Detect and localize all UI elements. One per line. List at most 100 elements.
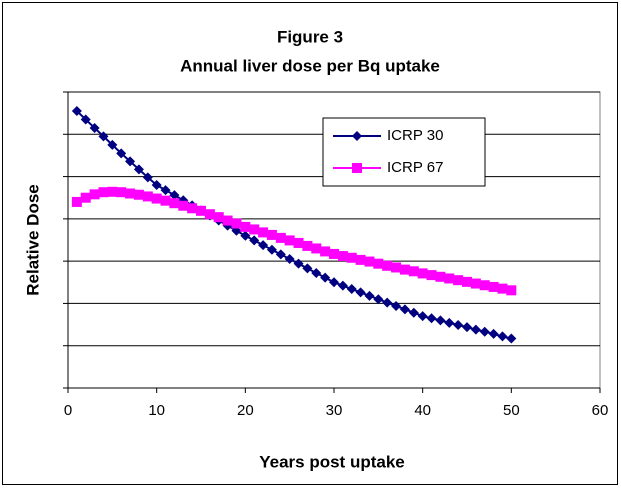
marker: [399, 264, 410, 275]
marker: [71, 106, 82, 117]
chart-subtitle: Annual liver dose per Bq uptake: [180, 56, 440, 75]
marker: [462, 276, 472, 287]
marker: [337, 251, 348, 262]
marker: [453, 275, 464, 286]
marker: [435, 271, 446, 282]
marker: [506, 333, 517, 344]
marker: [355, 254, 366, 265]
marker: [408, 266, 419, 277]
marker: [80, 192, 91, 203]
marker: [444, 273, 455, 284]
marker: [258, 240, 269, 251]
legend-label: ICRP 67: [387, 159, 443, 176]
marker: [125, 156, 136, 167]
marker: [470, 324, 481, 335]
marker: [275, 249, 286, 260]
marker: [488, 281, 499, 292]
marker: [320, 246, 331, 257]
legend-box: [322, 117, 486, 187]
marker: [169, 190, 180, 201]
marker: [231, 218, 242, 229]
marker: [213, 212, 224, 223]
marker: [125, 188, 136, 199]
marker: [329, 248, 339, 259]
x-tick-label: 0: [64, 402, 72, 419]
marker: [293, 237, 304, 248]
marker: [107, 139, 118, 150]
x-tick-label: 30: [326, 402, 343, 419]
marker: [151, 180, 162, 191]
y-axis-label: Relative Dose: [23, 184, 42, 296]
marker: [169, 198, 180, 209]
marker: [240, 230, 251, 241]
marker: [355, 287, 366, 298]
x-tick-label: 60: [592, 402, 609, 419]
marker: [453, 319, 464, 330]
marker: [506, 285, 517, 296]
legend-marker: [352, 163, 362, 173]
marker: [408, 307, 419, 318]
marker: [346, 252, 357, 263]
marker: [479, 280, 490, 291]
marker: [444, 317, 455, 328]
marker: [417, 268, 428, 279]
marker: [435, 315, 446, 326]
marker: [160, 185, 171, 196]
legend-marker: [352, 131, 362, 141]
marker: [488, 328, 499, 339]
marker: [320, 272, 331, 283]
marker: [71, 196, 82, 207]
marker: [329, 277, 339, 288]
marker: [196, 205, 206, 216]
marker: [337, 280, 348, 291]
marker: [399, 304, 410, 315]
marker: [187, 203, 198, 214]
marker: [346, 284, 357, 295]
marker: [142, 172, 153, 183]
marker: [302, 263, 313, 274]
x-tick-label: 20: [237, 402, 254, 419]
marker: [249, 235, 260, 246]
marker: [160, 195, 171, 206]
marker: [266, 244, 277, 255]
chart-title: Figure 3: [277, 27, 343, 46]
marker: [382, 260, 393, 271]
marker: [311, 267, 322, 278]
marker: [266, 229, 277, 240]
marker: [222, 215, 233, 226]
marker: [116, 148, 127, 159]
marker: [373, 258, 384, 269]
marker: [142, 191, 153, 202]
marker: [275, 232, 286, 243]
marker: [364, 290, 375, 301]
marker: [151, 193, 162, 204]
marker: [284, 254, 295, 265]
marker: [426, 313, 437, 324]
marker: [89, 122, 100, 133]
marker: [89, 189, 100, 200]
marker: [391, 262, 402, 273]
marker: [293, 258, 304, 269]
marker: [302, 240, 313, 251]
marker: [204, 209, 215, 220]
marker: [249, 224, 260, 235]
marker: [258, 227, 269, 238]
marker: [497, 331, 508, 342]
marker: [497, 283, 508, 294]
marker: [382, 297, 393, 308]
marker: [364, 256, 375, 267]
marker: [240, 221, 251, 232]
marker: [178, 200, 189, 211]
marker: [284, 235, 295, 246]
marker: [133, 189, 144, 200]
x-tick-label: 40: [414, 402, 431, 419]
marker: [373, 294, 384, 305]
marker: [462, 322, 472, 333]
x-tick-label: 10: [148, 402, 165, 419]
marker: [116, 187, 127, 198]
marker: [80, 114, 91, 125]
marker: [311, 243, 322, 254]
marker: [426, 270, 437, 281]
marker: [98, 187, 109, 198]
